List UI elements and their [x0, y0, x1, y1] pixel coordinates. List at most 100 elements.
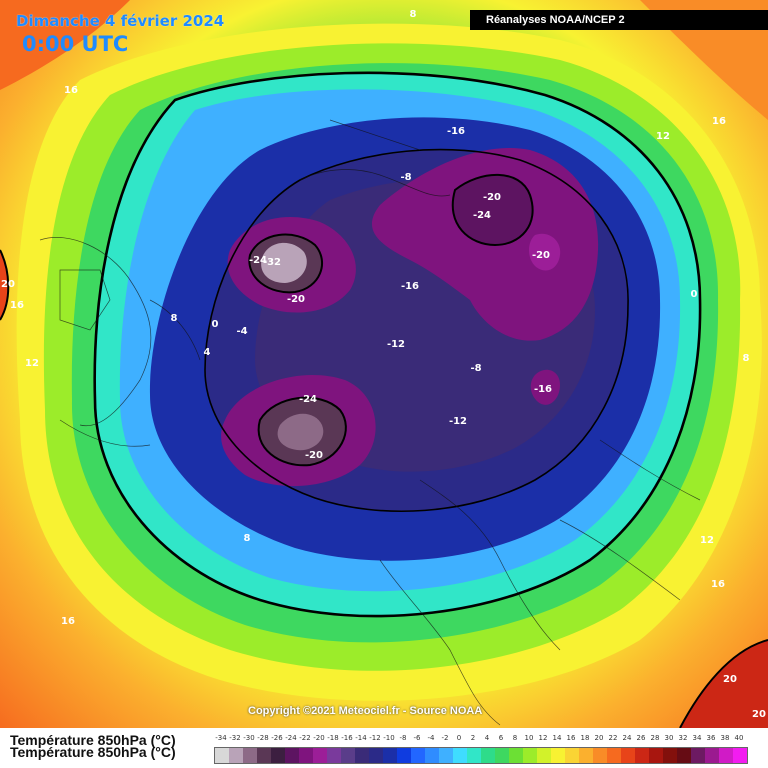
legend-tick-label: 12 — [538, 734, 548, 742]
cold-core-nw-inner — [261, 242, 307, 283]
legend-tick-label: 38 — [720, 734, 730, 742]
legend-tick-label: 26 — [636, 734, 646, 742]
legend-swatch — [481, 748, 495, 763]
warm-corner-nw — [0, 0, 130, 90]
legend-tick-label: 14 — [552, 734, 562, 742]
minus-24-isotherm-s — [257, 396, 347, 467]
legend-swatch — [733, 748, 747, 763]
legend-tick-label: 40 — [734, 734, 744, 742]
legend-tick-label: 0 — [456, 734, 462, 742]
legend-swatch — [425, 748, 439, 763]
contour-label: 12 — [656, 131, 670, 142]
legend-swatch — [299, 748, 313, 763]
cold-spot-se — [530, 369, 560, 405]
legend-tick-label: 6 — [498, 734, 504, 742]
contour-label: 20 — [723, 674, 737, 685]
legend-swatch — [341, 748, 355, 763]
minus-24-isotherm-nw — [248, 233, 324, 294]
legend-tick-label: -10 — [383, 734, 395, 742]
contour-label: 16 — [712, 116, 726, 127]
map-time: 0:00 UTC — [22, 32, 129, 56]
legend-tick-label: -34 — [215, 734, 227, 742]
legend-swatch — [495, 748, 509, 763]
legend-tick-label: -32 — [229, 734, 241, 742]
contour-label: -32 — [263, 257, 281, 268]
cold-core-s-inner — [277, 413, 324, 451]
contour-label: 0 — [691, 289, 698, 300]
legend-tick-label: 36 — [706, 734, 716, 742]
temperature-legend: Température 850hPa (°C) Température 850h… — [0, 728, 768, 768]
contour-label: 20 — [752, 709, 766, 720]
zero-isotherm — [93, 71, 702, 618]
map-date: Dimanche 4 février 2024 — [16, 12, 225, 30]
contour-label: -16 — [447, 126, 465, 137]
coastlines — [39, 119, 701, 726]
legend-swatch — [285, 748, 299, 763]
legend-tick-label: 4 — [484, 734, 490, 742]
contour-label: -20 — [483, 192, 501, 203]
legend-tick-label: 8 — [512, 734, 518, 742]
legend-tick-label: -24 — [285, 734, 297, 742]
legend-tick-label: -22 — [299, 734, 311, 742]
contour-label: 8 — [244, 533, 251, 544]
contour-label: -24 — [249, 255, 267, 266]
legend-swatch — [243, 748, 257, 763]
warm-corner-se — [680, 640, 768, 728]
contour-label: -24 — [299, 394, 317, 405]
legend-swatch — [215, 748, 229, 763]
warm-corner-ne — [640, 0, 768, 120]
legend-tick-label: -30 — [243, 734, 255, 742]
legend-tick-label: -28 — [257, 734, 269, 742]
legend-tick-label: -18 — [327, 734, 339, 742]
legend-swatch — [313, 748, 327, 763]
legend-swatch — [397, 748, 411, 763]
contour-label: 16 — [61, 616, 75, 627]
legend-swatch — [523, 748, 537, 763]
cold-spot-e — [529, 233, 561, 271]
legend-tick-label: 2 — [470, 734, 476, 742]
minus-24-isotherm-ne — [451, 173, 534, 247]
legend-swatch — [649, 748, 663, 763]
legend-title-shadow: Température 850hPa (°C) — [10, 744, 176, 760]
legend-swatch — [229, 748, 243, 763]
legend-tick-label: 30 — [664, 734, 674, 742]
contour-label: -4 — [236, 326, 247, 337]
cold-core-ne — [452, 174, 533, 245]
contour-label: 16 — [10, 300, 24, 311]
legend-swatch — [593, 748, 607, 763]
legend-swatch — [355, 748, 369, 763]
contour-label: -8 — [400, 172, 411, 183]
contour-label: 16 — [711, 579, 725, 590]
legend-tick-label: -26 — [271, 734, 283, 742]
legend-swatch — [327, 748, 341, 763]
legend-tick-label: 16 — [566, 734, 576, 742]
legend-swatch — [607, 748, 621, 763]
legend-swatch — [579, 748, 593, 763]
source-banner: Réanalyses NOAA/NCEP 2 — [470, 10, 768, 30]
legend-swatch — [663, 748, 677, 763]
legend-swatch — [453, 748, 467, 763]
contour-label: 8 — [410, 9, 417, 20]
contour-label: 8 — [743, 353, 750, 364]
contour-label: -20 — [287, 294, 305, 305]
legend-swatch — [509, 748, 523, 763]
legend-tick-label: -14 — [355, 734, 367, 742]
legend-swatch — [383, 748, 397, 763]
legend-swatch — [621, 748, 635, 763]
legend-swatch — [369, 748, 383, 763]
legend-swatch — [677, 748, 691, 763]
contour-label: -16 — [534, 384, 552, 395]
legend-swatch — [691, 748, 705, 763]
contour-label: -12 — [387, 339, 405, 350]
contour-label: 16 — [64, 85, 78, 96]
legend-tick-label: -4 — [427, 734, 435, 742]
legend-swatch — [537, 748, 551, 763]
legend-swatch — [705, 748, 719, 763]
copyright-notice: Copyright ©2021 Meteociel.fr - Source NO… — [248, 705, 483, 717]
contour-label: -12 — [449, 416, 467, 427]
twenty-isotherm-se — [679, 639, 768, 728]
legend-tick-label: -6 — [413, 734, 421, 742]
legend-tick-label: 32 — [678, 734, 688, 742]
legend-swatch — [439, 748, 453, 763]
legend-tick-label: 20 — [594, 734, 604, 742]
